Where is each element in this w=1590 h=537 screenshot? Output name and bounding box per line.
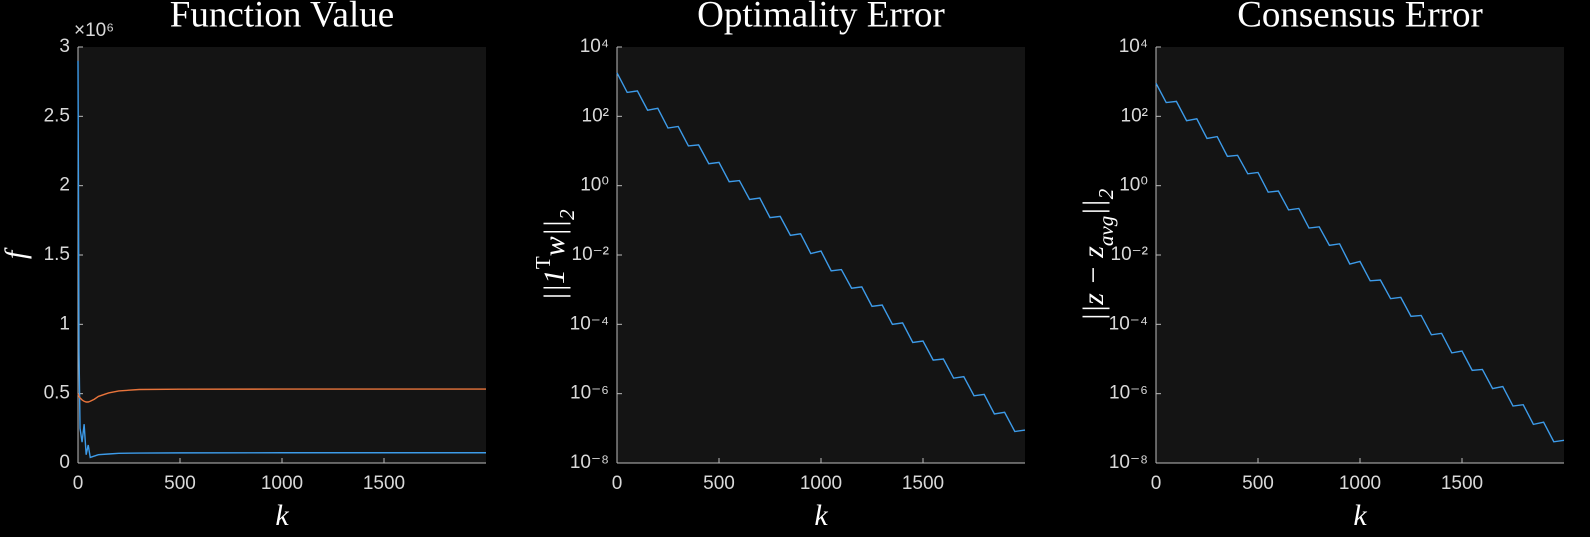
y-tick-label: 1.5 [44,244,70,265]
y-tick-label: 3 [59,36,70,57]
y-tick-label: 10⁻⁴ [570,313,609,334]
y-tick-label: 10⁻⁶ [1109,383,1148,404]
y-tick-label: 10² [582,105,609,126]
y-tick-label: 10⁻⁶ [570,383,609,404]
y-tick-label: 0.5 [44,383,70,404]
data-line [77,388,486,403]
y-tick-label: 10⁻⁸ [570,452,609,473]
y-axis-label: ||z − zavg||2 [1077,188,1118,321]
y-tick-label: 0 [59,452,70,473]
y-offset-label: ×10⁶ [74,20,114,41]
x-tick-label: 1000 [261,473,303,494]
plot-area [1156,47,1564,463]
y-axis-label: ||1Tw||2 [531,209,579,301]
x-tick-label: 1500 [902,473,944,494]
x-tick-label: 1000 [800,473,842,494]
y-axis-label-part: ||1 [538,269,571,301]
plot-area [78,47,486,463]
y-tick-label: 10⁰ [580,175,609,196]
y-tick-label: 2.5 [44,105,70,126]
y-tick-label: 10⁴ [1119,36,1148,57]
y-tick-label: 10⁻² [1111,244,1149,265]
y-axis-label-part: f [0,247,32,259]
x-tick-label: 500 [164,473,196,494]
y-axis-label-part: w|| [538,220,571,257]
x-axis-label: k [814,499,828,532]
y-tick-label: 10⁻⁸ [1109,452,1148,473]
chart-title: Function Value [170,0,394,35]
x-axis-label: k [1353,499,1367,532]
chart-title: Optimality Error [697,0,945,35]
y-tick-label: 10⁰ [1119,175,1148,196]
x-tick-label: 1500 [1441,473,1483,494]
x-axis-label: k [275,499,289,532]
x-tick-label: 500 [703,473,735,494]
data-line [1155,82,1565,443]
x-tick-label: 0 [1151,473,1162,494]
plot-area [617,47,1025,463]
x-tick-label: 0 [612,473,623,494]
data-line [616,72,1026,433]
y-tick-label: 10⁻² [572,244,610,265]
data-line [77,60,486,459]
y-tick-label: 10⁴ [580,36,609,57]
y-axis-label-part: T [531,256,555,269]
y-axis-label-part: avg [1094,216,1118,246]
y-tick-label: 1 [59,313,70,334]
y-tick-label: 10⁻⁴ [1109,313,1148,334]
x-tick-label: 1500 [363,473,405,494]
chart-title: Consensus Error [1237,0,1483,35]
y-axis-label: f [0,247,32,259]
y-axis-label-part: 2 [555,209,579,220]
x-tick-label: 500 [1242,473,1274,494]
x-tick-label: 1000 [1339,473,1381,494]
y-axis-label-part: 2 [1094,188,1118,199]
y-axis-label-part: || [1077,199,1110,216]
y-axis-label-part: ||z − z [1077,246,1110,321]
y-tick-label: 10² [1121,105,1148,126]
x-tick-label: 0 [73,473,84,494]
y-tick-label: 2 [59,175,70,196]
